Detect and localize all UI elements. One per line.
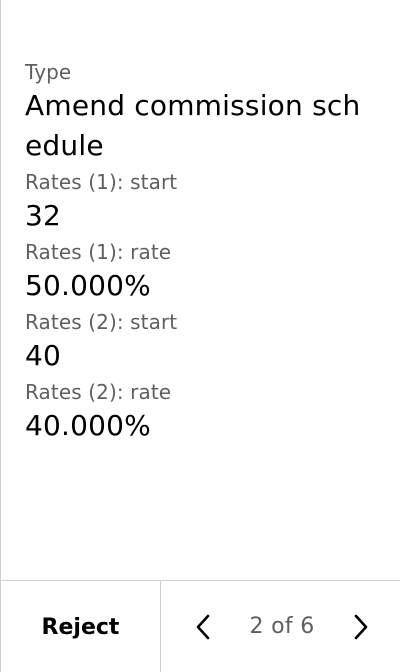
prev-page-button[interactable] [189,607,217,647]
field-value-rate1-start: 32 [25,199,62,232]
field-value-rate2-start: 40 [25,339,62,372]
next-page-button[interactable] [347,607,375,647]
pagination: 2 of 6 [161,581,400,672]
field-value-rate2-rate: 40.000% [25,409,151,442]
field-label-rate2-start: Rates (2): start [25,310,178,334]
chevron-left-icon [196,614,210,639]
field-value-rate1-rate: 50.000% [25,269,151,302]
field-label-rate1-start: Rates (1): start [25,170,178,194]
action-footer: Reject 2 of 6 [1,580,400,672]
field-label-type: Type [25,60,72,84]
page-indicator: 2 of 6 [249,614,315,639]
field-label-rate2-rate: Rates (2): rate [25,380,172,404]
proposal-details: Type Amend commission schedule Rates (1)… [25,58,375,446]
field-label-rate1-rate: Rates (1): rate [25,240,172,264]
chevron-right-icon [354,614,368,639]
field-value-type: Amend commission schedule [25,89,361,162]
reject-button[interactable]: Reject [1,581,161,672]
